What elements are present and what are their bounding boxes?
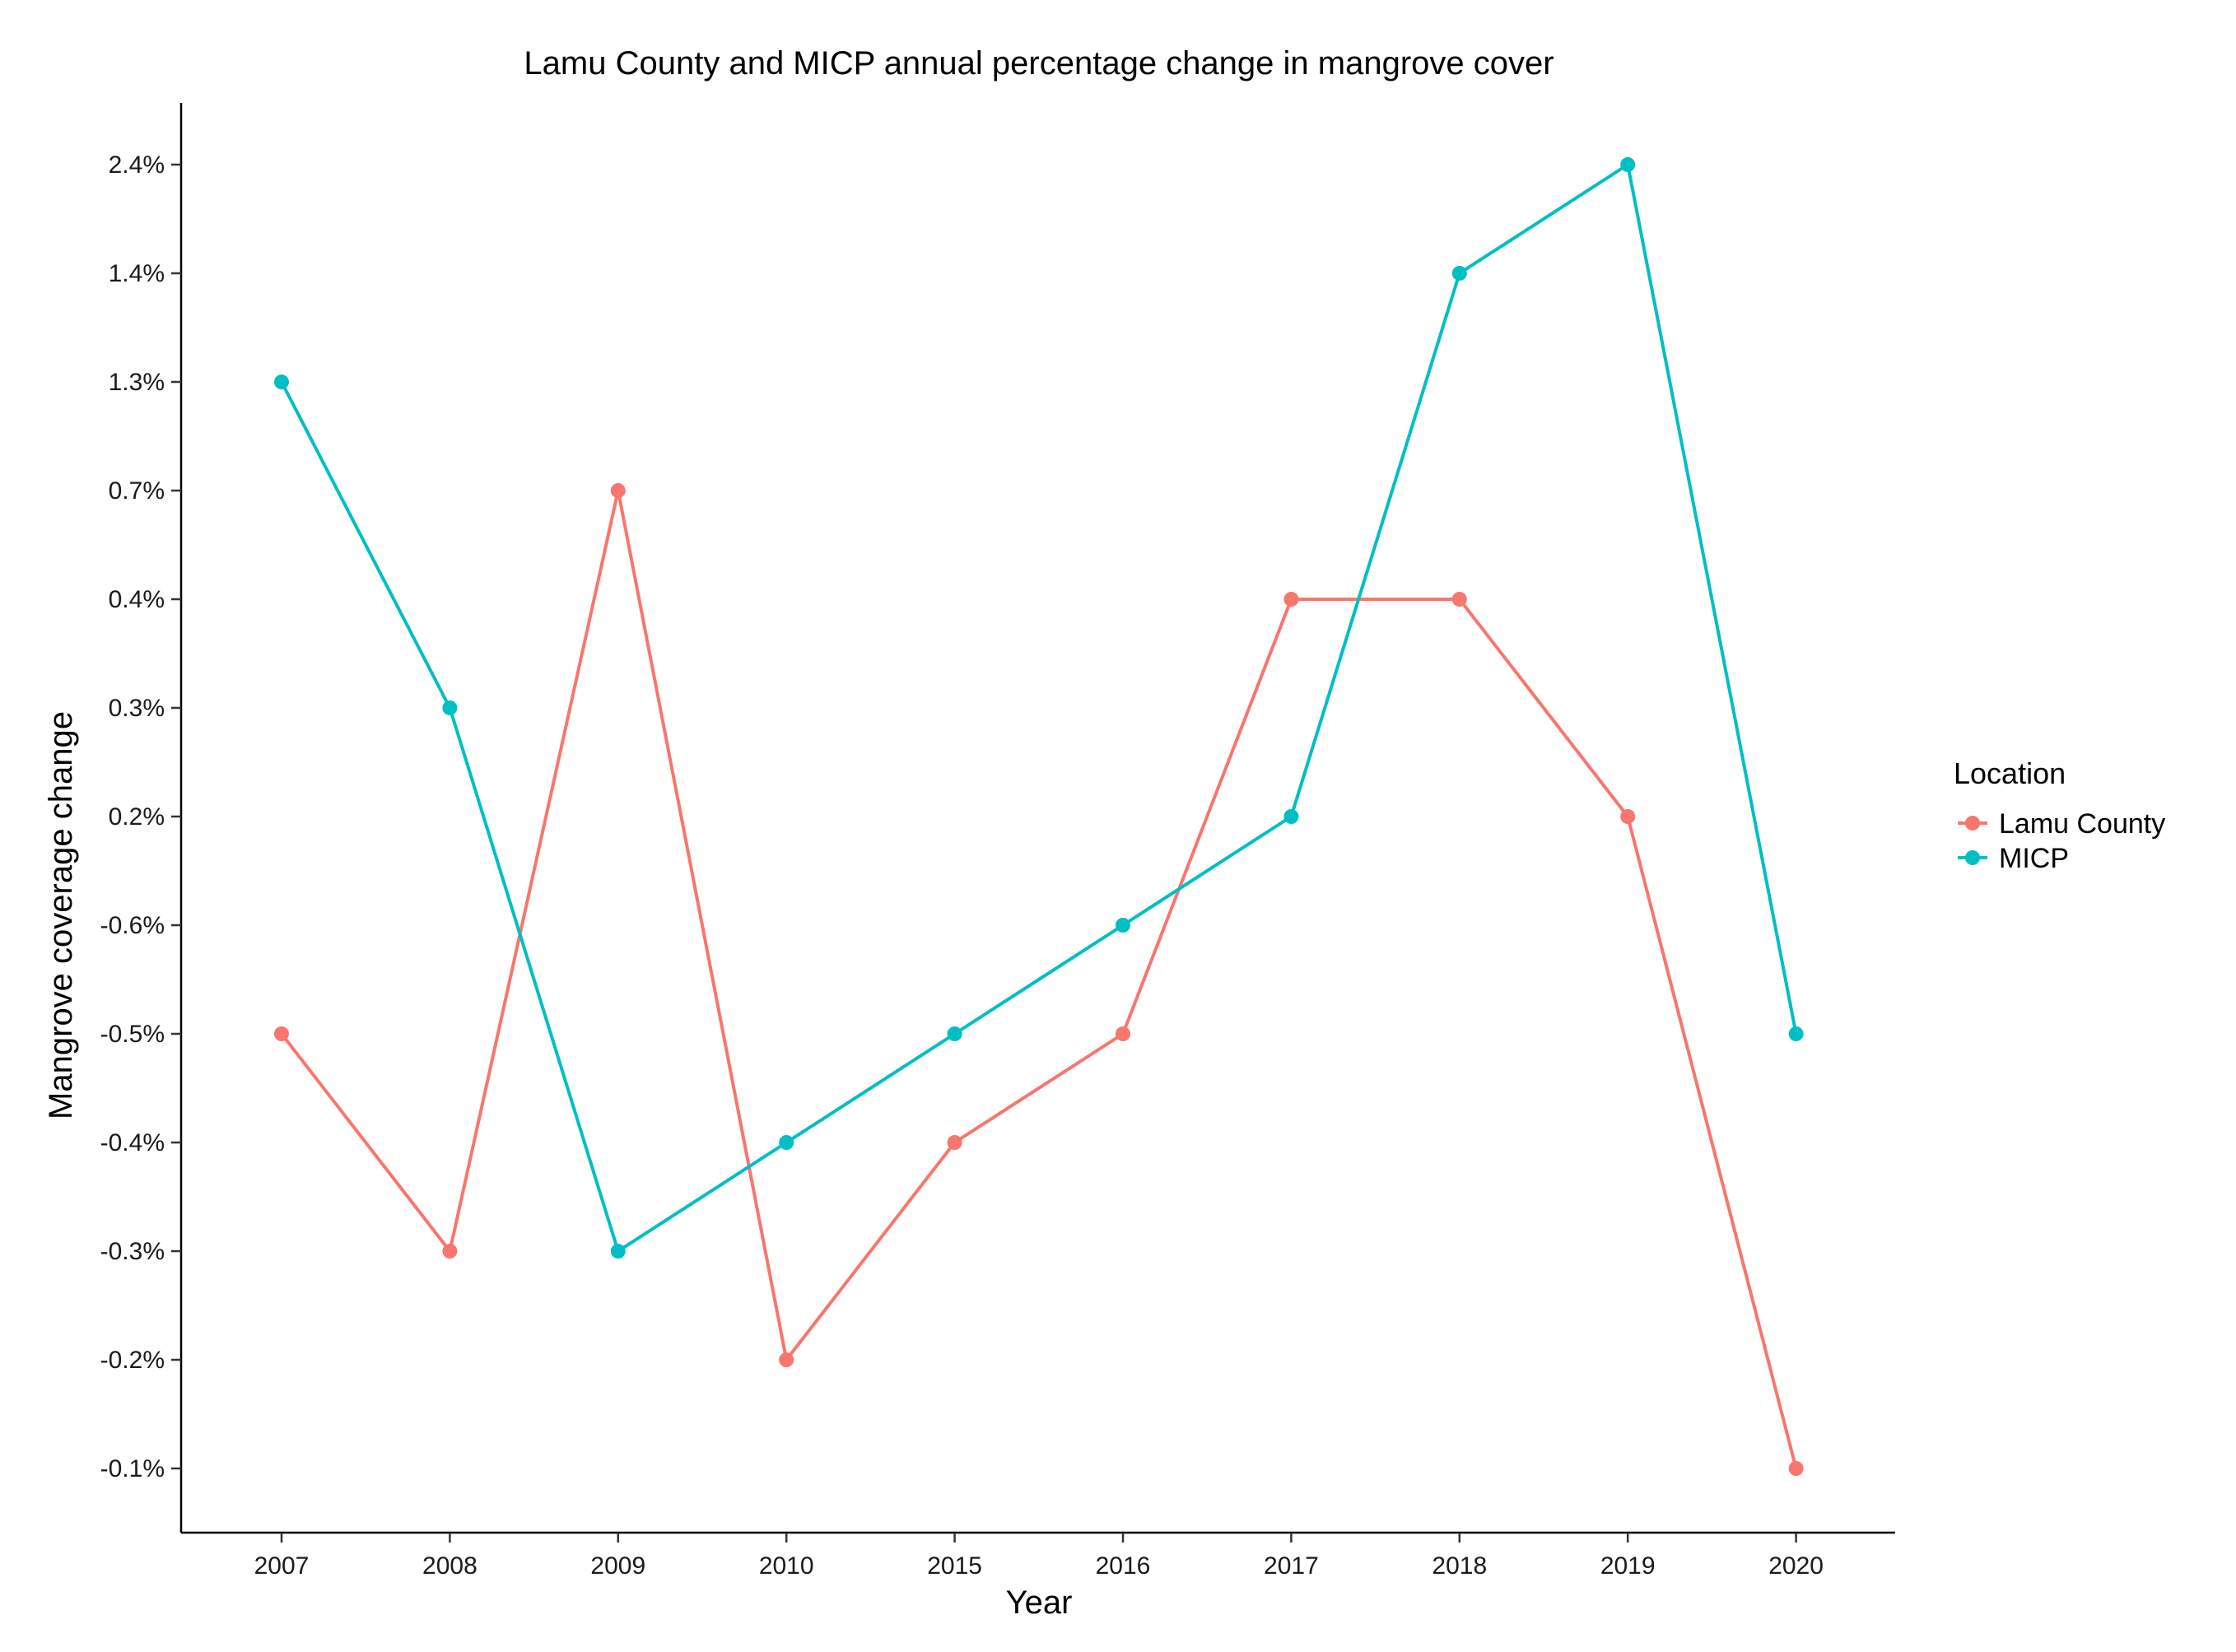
plot-area: -0.1% -0.2% -0.3% -0.4% -0.5% -0.6% 0.2% 0.3% 0.… [100, 103, 1895, 1580]
data-point-lamu-county [1116, 1026, 1130, 1041]
x-tick-label: 2015 [927, 1552, 982, 1580]
y-tick-label: -0.2% [100, 1347, 165, 1374]
data-point-lamu-county [1620, 809, 1636, 824]
data-point-lamu-county [947, 1135, 962, 1150]
data-point-lamu-county [610, 483, 626, 498]
legend-label-micp: MICP [1999, 843, 2069, 874]
data-point-micp [1451, 266, 1467, 281]
y-tick-label: 0.7% [109, 477, 165, 505]
data-point-lamu-county [442, 1244, 458, 1259]
y-tick-label: 0.2% [109, 803, 165, 831]
x-tick-label: 2019 [1600, 1552, 1656, 1580]
data-point-micp [274, 375, 289, 389]
legend-key-point-micp [1965, 850, 1980, 865]
data-point-micp [1620, 157, 1636, 172]
y-tick-label: -0.6% [100, 912, 165, 939]
chart-title: Lamu County and MICP annual percentage c… [524, 45, 1554, 81]
y-axis-title: Mangrove coverage change [43, 711, 79, 1119]
data-point-lamu-county [1451, 592, 1467, 607]
data-point-lamu-county [1283, 592, 1299, 607]
y-tick-label: -0.1% [100, 1455, 165, 1482]
y-tick-label: 1.3% [109, 369, 165, 396]
data-point-micp [1116, 918, 1130, 933]
legend-label-lamu-county: Lamu County [1999, 808, 2165, 840]
data-point-micp [442, 700, 458, 715]
y-tick-label: -0.5% [100, 1021, 165, 1048]
x-tick-label: 2017 [1264, 1552, 1319, 1580]
data-point-micp [1788, 1026, 1804, 1041]
data-point-micp [1283, 809, 1299, 824]
series-line-micp [280, 163, 1798, 1253]
y-tick-label: -0.4% [100, 1129, 165, 1156]
series-line-lamu-county [280, 489, 1798, 1469]
legend-title: Location [1954, 756, 2066, 790]
x-tick-label: 2020 [1768, 1552, 1824, 1580]
data-point-micp [779, 1135, 794, 1150]
x-tick-label: 2007 [254, 1552, 310, 1580]
data-point-lamu-county [779, 1352, 794, 1367]
data-point-micp [947, 1026, 962, 1041]
x-tick-label: 2009 [590, 1552, 645, 1580]
y-tick-label: -0.3% [100, 1238, 165, 1265]
x-axis-title: Year [1006, 1585, 1073, 1621]
data-point-micp [610, 1244, 626, 1259]
data-point-lamu-county [274, 1026, 289, 1041]
y-tick-label: 0.3% [109, 695, 165, 722]
data-point-lamu-county [1788, 1461, 1804, 1476]
x-tick-label: 2018 [1432, 1552, 1487, 1580]
x-tick-label: 2010 [759, 1552, 814, 1580]
x-tick-label: 2016 [1096, 1552, 1151, 1580]
y-tick-label: 0.4% [109, 586, 165, 613]
legend-key-point-lamu-county [1965, 816, 1980, 831]
y-tick-label: 2.4% [109, 151, 165, 179]
x-tick-label: 2008 [422, 1552, 477, 1580]
y-tick-label: 1.4% [109, 260, 165, 287]
